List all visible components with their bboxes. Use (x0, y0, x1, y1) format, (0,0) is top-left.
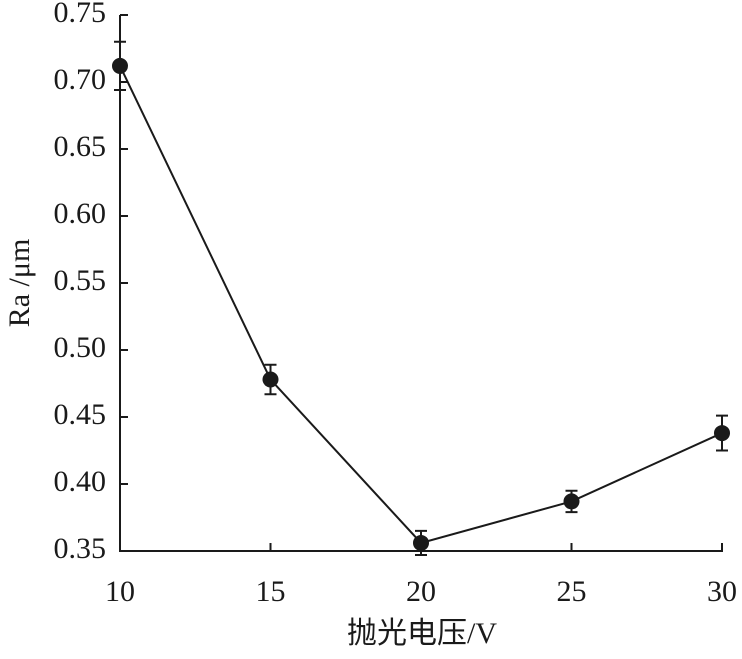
x-tick-label: 15 (256, 575, 286, 608)
y-tick-label: 0.75 (54, 0, 107, 29)
point (563, 493, 580, 510)
x-axis-title: 抛光电压/V (347, 617, 497, 650)
x-tick-label: 20 (406, 575, 436, 608)
y-tick-label: 0.40 (54, 465, 107, 498)
line (119, 65, 723, 545)
y-tick-label: 0.60 (54, 197, 107, 230)
y-tick-label: 0.50 (54, 331, 107, 364)
x-tick-label: 30 (707, 575, 737, 608)
y-tick-label: 0.65 (54, 130, 107, 163)
y-tick-label: 0.35 (54, 532, 107, 565)
point (112, 57, 128, 74)
point (714, 425, 730, 442)
y-tick-label: 0.55 (54, 264, 107, 297)
y-axis-title: Ra /μm (3, 239, 36, 328)
x-tick-label: 10 (105, 575, 135, 608)
y-tick-label: 0.70 (54, 63, 107, 96)
x-tick-label: 25 (557, 575, 587, 608)
point (413, 534, 429, 551)
y-tick-label: 0.45 (54, 398, 107, 431)
point (262, 371, 279, 388)
